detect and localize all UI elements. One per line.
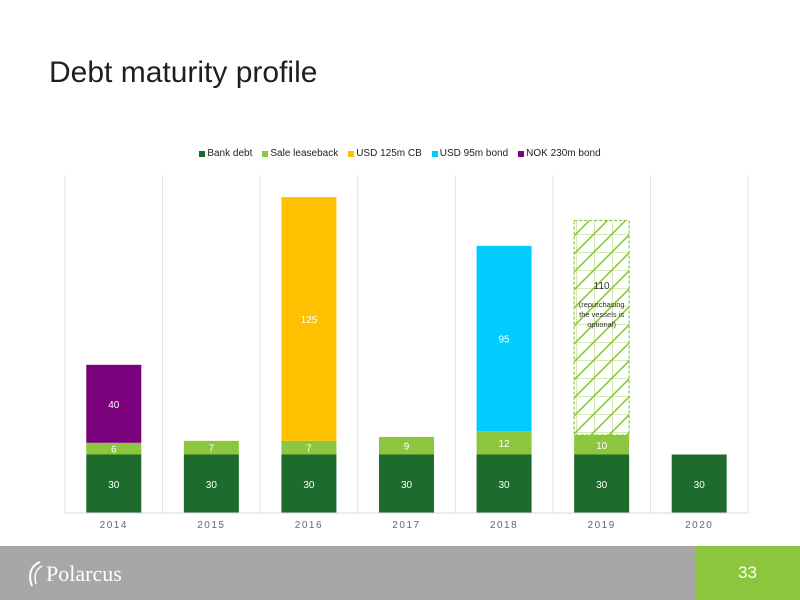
bar-segment — [574, 435, 630, 455]
bar-segment — [86, 364, 142, 443]
bar-segment — [86, 454, 142, 513]
legend-label: NOK 230m bond — [526, 148, 601, 159]
bar-segment — [379, 436, 434, 455]
data-label: 9 — [404, 442, 410, 453]
legend-label: USD 125m CB — [356, 148, 422, 159]
legend-swatch — [518, 150, 525, 157]
bar-segment — [86, 442, 142, 455]
legend-item: USD 95m bond — [431, 148, 509, 159]
bar-segment — [183, 454, 239, 513]
optional-note-label: the vessels is — [579, 310, 624, 319]
bar-segment — [476, 431, 532, 455]
data-label: 30 — [303, 480, 315, 491]
bar-segment — [281, 440, 337, 455]
chart-legend: Bank debt Sale leaseback USD 125m CB USD 95… — [0, 148, 800, 159]
x-tick-label: 2017 — [392, 520, 420, 531]
data-label: 6 — [111, 445, 117, 456]
legend-swatch — [431, 150, 438, 157]
bar-segment — [281, 454, 337, 513]
optional-value-label: 110 — [594, 281, 610, 292]
page-number-box: 33 — [695, 546, 800, 600]
data-label: 30 — [596, 480, 608, 491]
data-label: 125 — [301, 315, 318, 326]
optional-note-label: (repurchasing — [579, 300, 625, 309]
data-label: 30 — [108, 480, 120, 491]
bar-segment — [183, 440, 239, 455]
bar-segment — [476, 245, 532, 432]
footer-bar: Polarcus 33 — [0, 546, 800, 600]
legend-label: USD 95m bond — [439, 148, 509, 159]
x-tick-label: 2020 — [685, 520, 713, 531]
page-title: Debt maturity profile — [49, 56, 318, 89]
data-label: 7 — [209, 444, 215, 455]
x-tick-label: 2016 — [295, 520, 323, 531]
legend-label: Bank debt — [207, 148, 253, 159]
data-label: 30 — [694, 480, 706, 491]
legend-swatch — [199, 150, 206, 157]
data-label: 30 — [206, 480, 218, 491]
page-number: 33 — [738, 563, 757, 582]
bar-segment — [281, 197, 337, 441]
legend-item: Sale leaseback — [262, 148, 338, 159]
data-label: 40 — [108, 400, 120, 411]
logo-text: Polarcus — [46, 561, 122, 586]
legend-item: USD 125m CB — [348, 148, 422, 159]
x-tick-label: 2015 — [197, 520, 225, 531]
legend-item: NOK 230m bond — [518, 148, 601, 159]
legend-swatch — [262, 150, 269, 157]
x-tick-label: 2014 — [100, 520, 128, 531]
data-label: 12 — [499, 439, 511, 450]
debt-maturity-chart: 30 6 40 30 7 30 7 125 30 9 30 12 95 30 10 110 (repurchas… — [64, 175, 749, 531]
x-tick-label: 2018 — [490, 520, 518, 531]
legend-item: Bank debt — [199, 148, 252, 159]
optional-note-label: optional) — [587, 320, 616, 329]
bar-segment — [671, 454, 727, 513]
polarcus-logo: Polarcus — [26, 558, 122, 590]
optional-bar-segment — [573, 219, 630, 436]
data-label: 7 — [306, 444, 312, 455]
polarcus-logo-icon — [29, 561, 43, 587]
bar-segment — [379, 454, 434, 513]
x-tick-label: 2019 — [588, 520, 616, 531]
legend-label: Sale leaseback — [270, 148, 339, 159]
bar-segment — [574, 454, 630, 513]
data-label: 10 — [596, 441, 608, 452]
data-label: 30 — [499, 480, 511, 491]
legend-swatch — [348, 150, 355, 157]
data-label: 30 — [401, 480, 413, 491]
bar-segment — [476, 454, 532, 513]
data-label: 95 — [499, 334, 511, 345]
